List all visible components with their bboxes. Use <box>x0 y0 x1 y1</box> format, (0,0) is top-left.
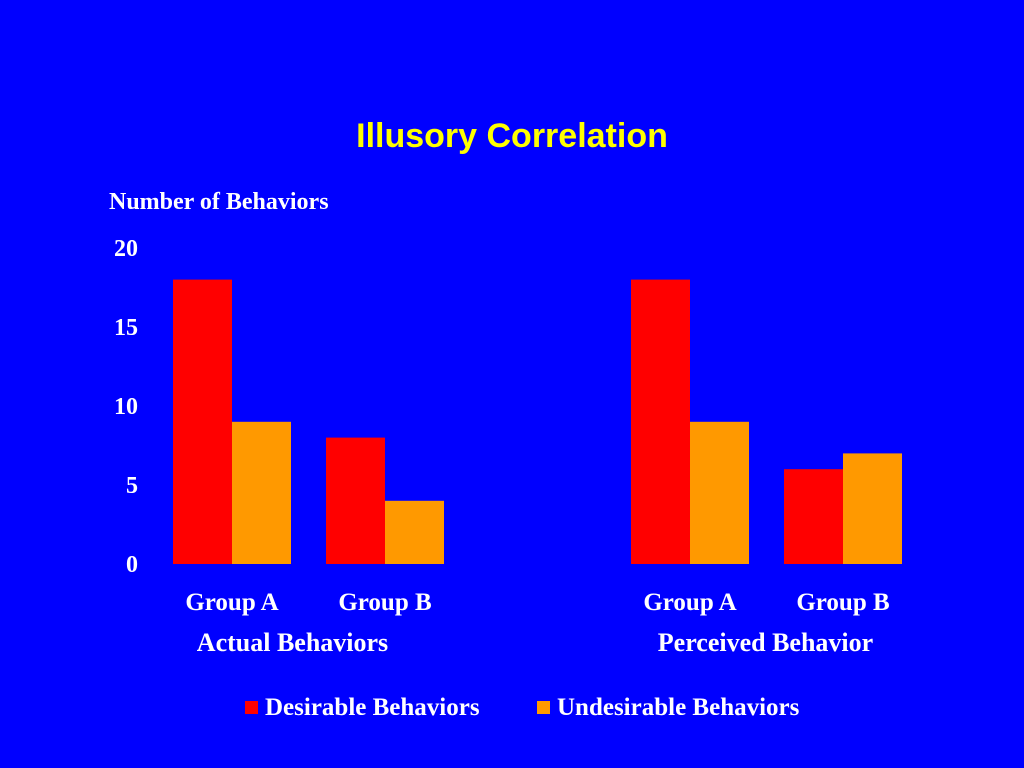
category-label: Group B <box>338 589 431 616</box>
category-label: Group B <box>796 589 889 616</box>
bar-desirable <box>173 279 232 564</box>
category-label: Group A <box>643 589 736 616</box>
group-labels: Actual Behaviors Perceived Behavior <box>197 628 873 657</box>
bar-undesirable <box>843 453 902 564</box>
group-label: Actual Behaviors <box>197 628 388 657</box>
bar-undesirable <box>232 421 291 564</box>
bar-desirable <box>326 437 385 564</box>
y-tick-label: 0 <box>126 552 138 578</box>
y-tick-label: 5 <box>126 473 138 499</box>
y-axis-label: Number of Behaviors <box>109 189 329 215</box>
bar-desirable <box>784 469 843 564</box>
legend-swatch <box>537 701 550 714</box>
legend: Desirable Behaviors Undesirable Behaviors <box>245 694 800 721</box>
chart-title: Illusory Correlation <box>356 117 668 155</box>
category-labels: Group A Group B Group A Group B <box>185 589 889 616</box>
bar-desirable <box>631 279 690 564</box>
y-axis-ticks: 0 5 10 15 20 <box>114 236 138 578</box>
legend-label: Desirable Behaviors <box>265 694 480 721</box>
bars <box>173 279 902 564</box>
y-tick-label: 10 <box>114 394 138 420</box>
bar-undesirable <box>690 421 749 564</box>
group-label: Perceived Behavior <box>658 628 873 657</box>
category-label: Group A <box>185 589 278 616</box>
legend-label: Undesirable Behaviors <box>557 694 800 721</box>
y-tick-label: 15 <box>114 315 138 341</box>
bar-undesirable <box>385 500 444 564</box>
y-tick-label: 20 <box>114 236 138 262</box>
legend-swatch <box>245 701 258 714</box>
